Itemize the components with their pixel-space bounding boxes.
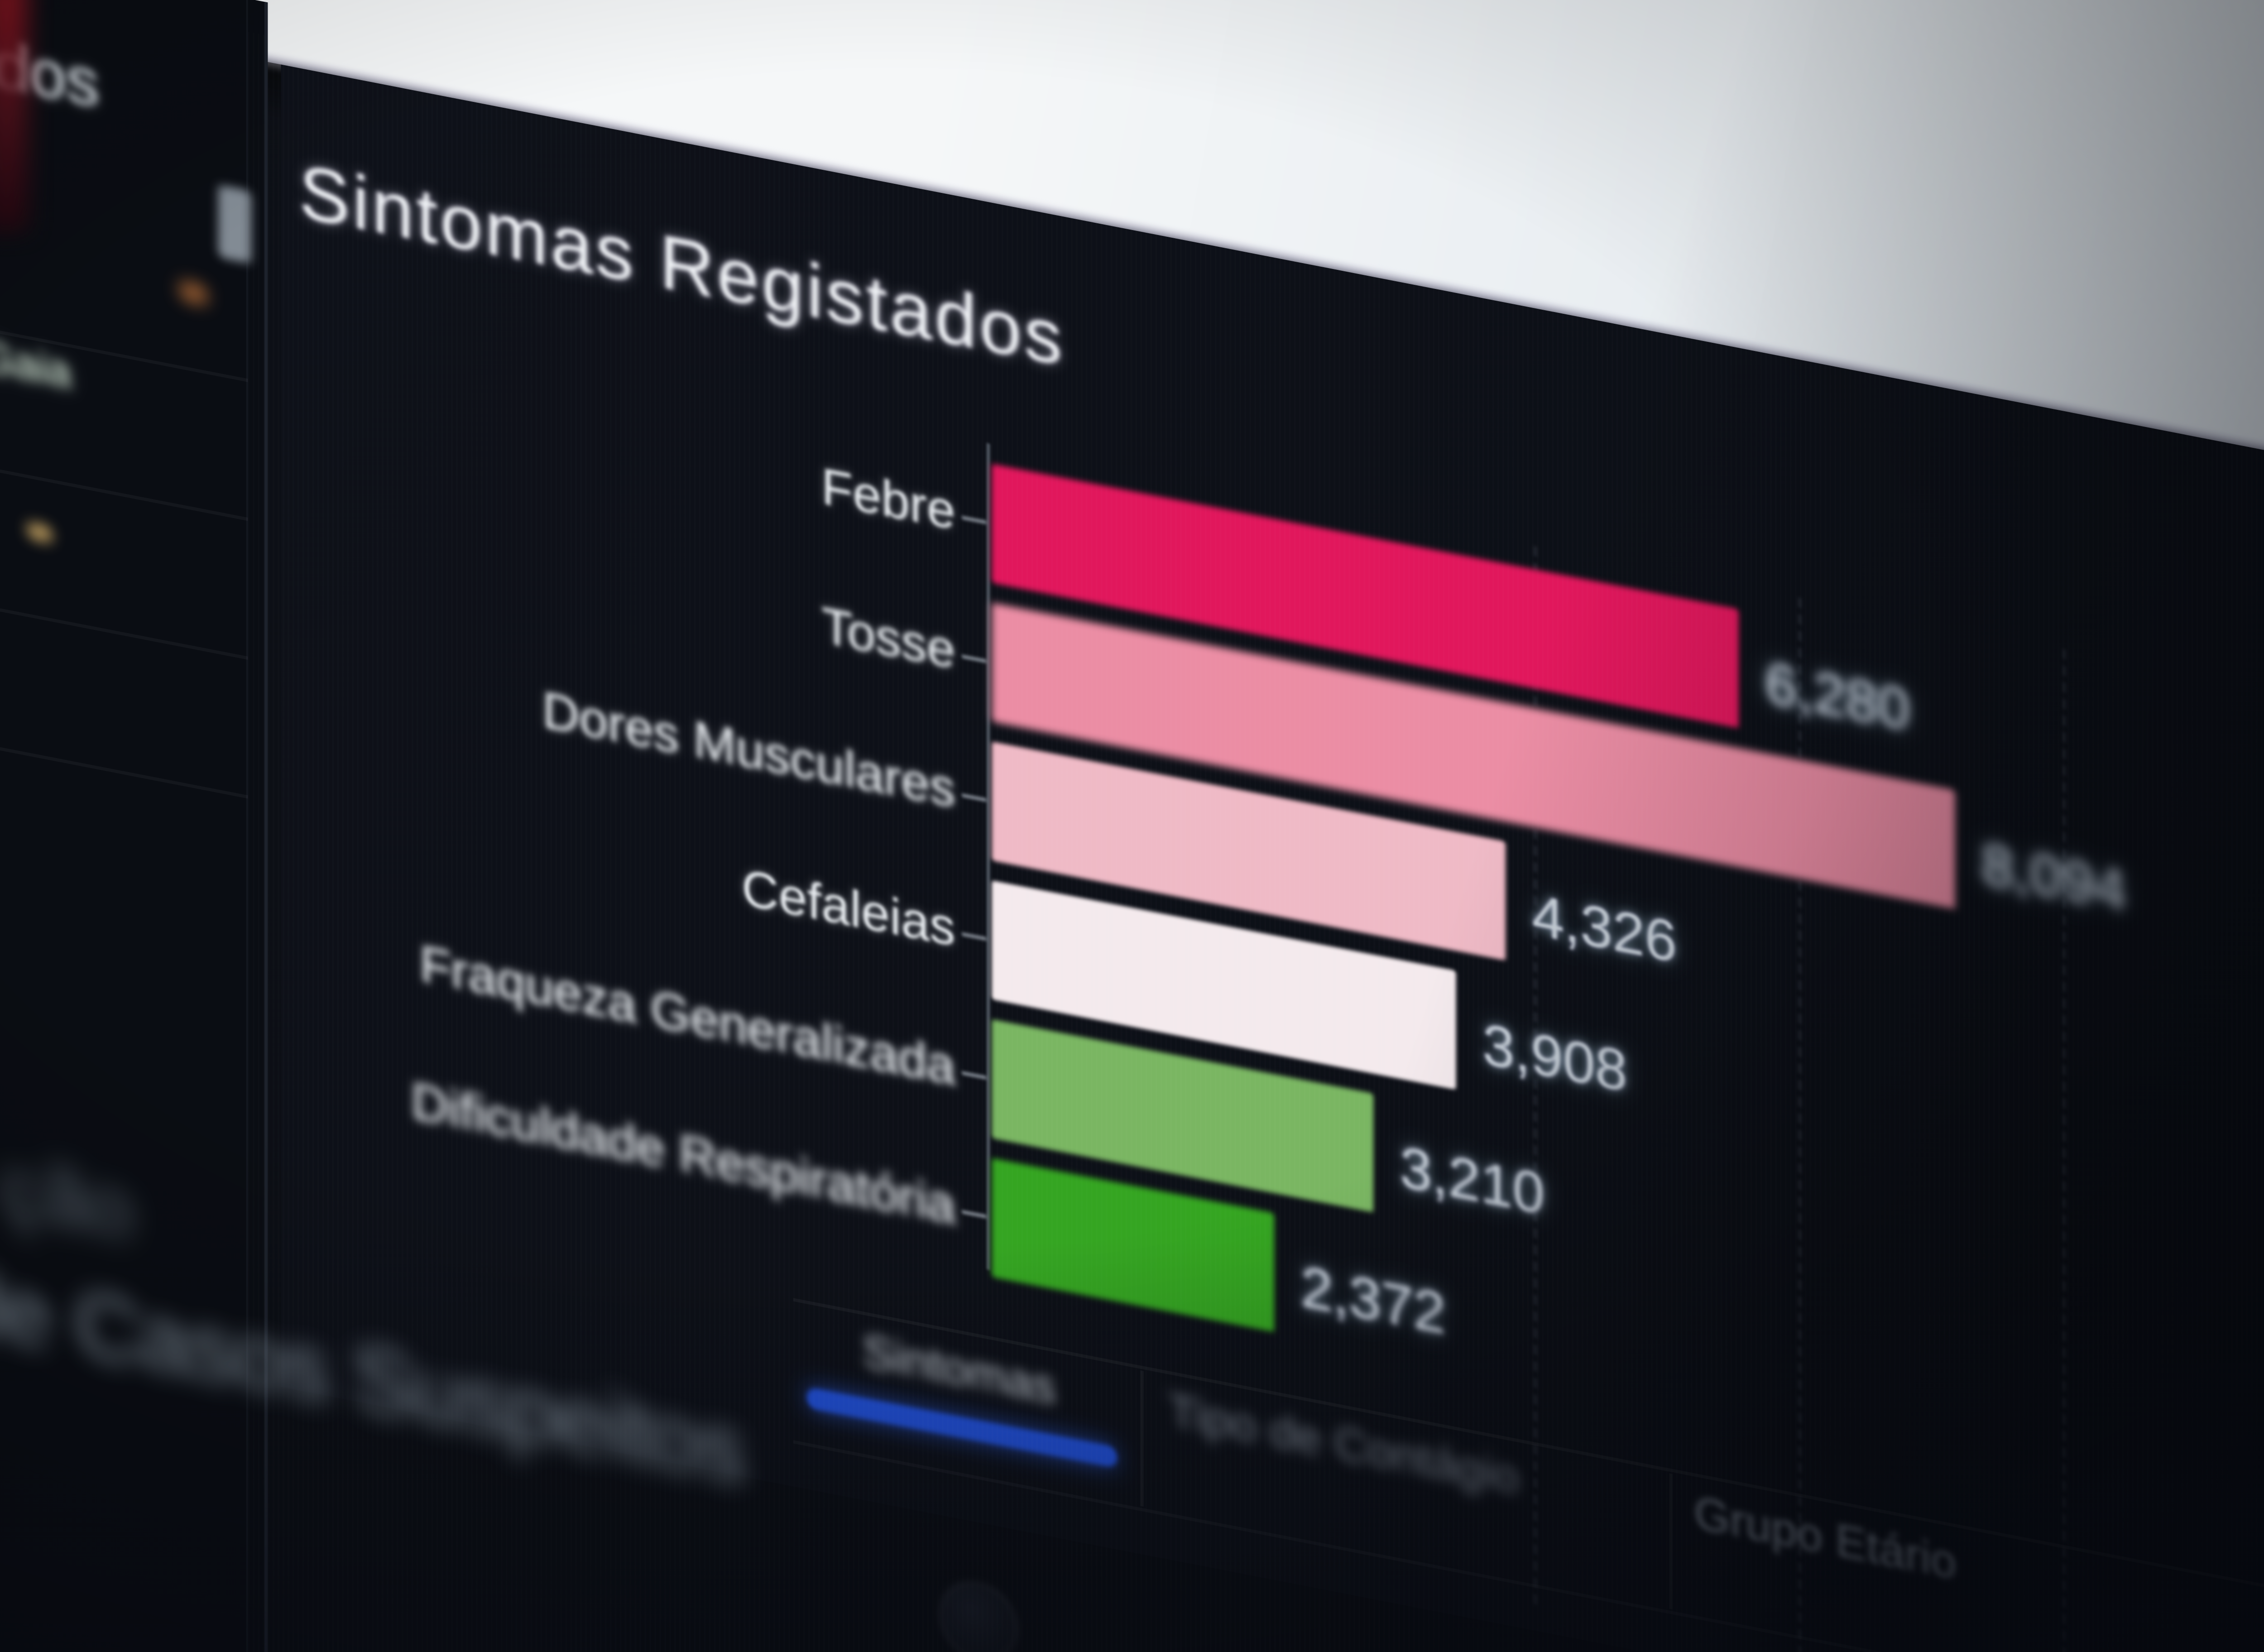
axis-tick <box>962 793 987 802</box>
axis-tick <box>962 1071 987 1080</box>
sidebar-divider <box>0 566 248 660</box>
tab-separator <box>1669 1473 1673 1610</box>
value-label: 4,326 <box>1532 883 1677 976</box>
y-axis-line <box>987 443 990 1270</box>
axis-tick <box>962 932 987 941</box>
axis-tick <box>962 1210 987 1219</box>
value-label: 3,210 <box>1400 1135 1545 1228</box>
value-label: 3,908 <box>1482 1012 1627 1105</box>
value-label: 6,280 <box>1765 650 1910 744</box>
sidebar-gold-marker-icon <box>26 521 53 544</box>
vertical-gridline <box>2063 648 2066 1652</box>
value-label: 2,372 <box>1300 1254 1446 1347</box>
axis-tick <box>962 654 987 663</box>
value-label: 8,094 <box>1981 831 2127 924</box>
tab-separator <box>1140 1370 1144 1507</box>
sidebar-list-item[interactable]: Gaia <box>0 330 71 398</box>
sidebar-divider <box>0 705 248 799</box>
photo-edge-red-artifact <box>0 0 28 231</box>
sidebar-divider <box>0 427 248 521</box>
sidebar-orange-marker-icon <box>178 279 208 307</box>
axis-tick <box>962 516 987 524</box>
sidebar-scrollbar-thumb[interactable] <box>218 184 251 264</box>
